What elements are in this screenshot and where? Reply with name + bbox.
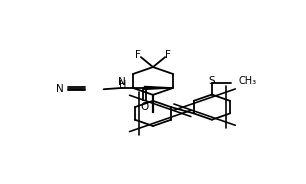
Text: S: S (209, 76, 215, 86)
Text: H: H (119, 80, 126, 90)
Text: F: F (136, 50, 141, 60)
Text: CH₃: CH₃ (238, 76, 256, 86)
Text: O: O (140, 102, 148, 112)
Text: N: N (118, 77, 126, 87)
Text: N: N (56, 84, 63, 94)
Polygon shape (144, 86, 173, 89)
Text: F: F (165, 50, 170, 60)
